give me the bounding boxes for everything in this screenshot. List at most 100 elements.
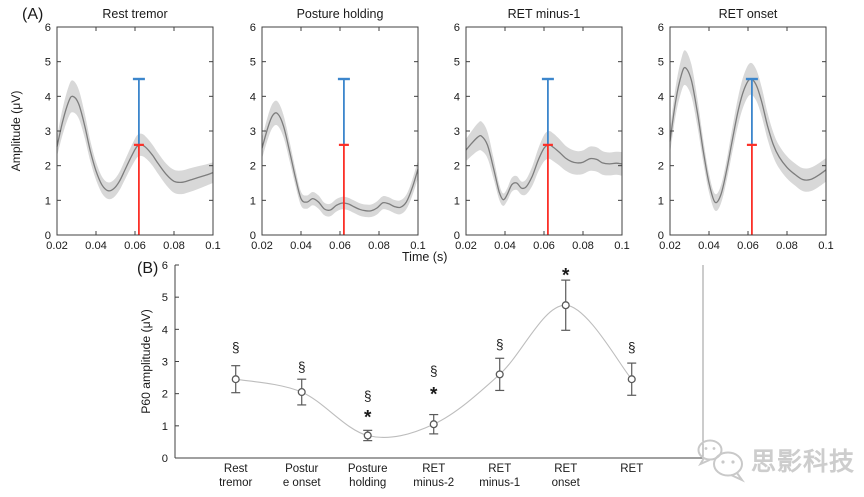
category-label: RET: [554, 463, 577, 475]
y-tick-label: 6: [454, 22, 460, 34]
y-tick-label: 4: [45, 91, 51, 103]
category-label: onset: [552, 477, 581, 489]
mean-curve: [465, 135, 623, 201]
watermark-logo-icon: [697, 439, 745, 483]
category-label: Rest: [224, 463, 248, 475]
y-tick-label: 5: [45, 57, 51, 69]
data-point: [627, 375, 636, 384]
mean-curve: [261, 112, 419, 212]
category-label: holding: [349, 477, 386, 489]
data-point: [297, 388, 306, 397]
category-label: Posture: [348, 463, 388, 475]
panel-title: RET minus-1: [508, 7, 581, 21]
category-label: Postur: [285, 463, 318, 475]
x-tick-label: 0.08: [368, 240, 390, 252]
x-tick-label: 0.02: [455, 240, 477, 252]
panel-rest-tremor: 0.02 0.04 0.06 0.08 0.1 0 1 2 3 4 5 6 Rest tremor Amp…: [9, 7, 221, 252]
y-tick-label: 3: [658, 126, 664, 138]
axes-frame: [465, 26, 623, 236]
y-tick-label: 0: [45, 230, 51, 242]
x-tick-label: 0.04: [494, 240, 516, 252]
y-tick-label: 4: [162, 324, 168, 336]
panel-ret-minus-1: 0.02 0.04 0.06 0.08 0.1 0 1 2 3 4 5 6 RET minus-1: [454, 7, 630, 252]
watermark-text: 思影科技: [751, 448, 856, 476]
x-tick-label: 0.06: [737, 240, 759, 252]
y-tick-label: 3: [162, 357, 168, 369]
significance-section: §: [430, 364, 438, 379]
panel-a-label: (A): [22, 6, 44, 23]
y-tick-label: 2: [454, 161, 460, 173]
category-label: e onset: [283, 477, 322, 489]
y-tick-label: 5: [162, 292, 168, 304]
category-label: RET: [488, 463, 511, 475]
data-point: [495, 370, 504, 379]
time-axis-label: Time (s): [402, 250, 448, 264]
confidence-band: [262, 100, 418, 218]
x-tick-label: 0.08: [163, 240, 185, 252]
y-tick-label: 0: [454, 230, 460, 242]
significance-section: §: [496, 337, 504, 352]
y-tick-label: 5: [454, 57, 460, 69]
category-label: RET: [422, 463, 445, 475]
y-tick-label: 0: [250, 230, 256, 242]
x-tick-label: 0.1: [614, 240, 630, 252]
x-tick-label: 0.1: [205, 240, 221, 252]
significance-section: §: [364, 388, 372, 403]
y-tick-label: 4: [454, 91, 460, 103]
significance-section: §: [628, 340, 636, 355]
x-tick-label: 0.1: [818, 240, 834, 252]
axes-frame: [56, 26, 214, 236]
x-tick-label: 0.06: [124, 240, 146, 252]
y-tick-label: 1: [658, 195, 664, 207]
significance-asterisk: *: [562, 265, 570, 286]
panel-ret-onset: 0.02 0.04 0.06 0.08 0.1 0 1 2 3 4 5 6 RET onset: [658, 7, 834, 252]
category-label: tremor: [219, 477, 252, 489]
confidence-band: [466, 121, 622, 206]
x-tick-label: 0.04: [698, 240, 720, 252]
panel-title: RET onset: [719, 7, 778, 21]
y-tick-label: 2: [658, 161, 664, 173]
category-label: minus-2: [413, 477, 454, 489]
y-tick-label: 6: [250, 22, 256, 34]
x-tick-label: 0.02: [659, 240, 681, 252]
x-tick-label: 0.02: [251, 240, 273, 252]
x-tick-label: 0.06: [329, 240, 351, 252]
data-point: [561, 301, 570, 310]
y-tick-label: 1: [45, 195, 51, 207]
watermark: 思影科技: [694, 434, 855, 486]
y-tick-label: 4: [658, 91, 664, 103]
y-axis-label: Amplitude (μV): [9, 91, 23, 172]
y-tick-label: 6: [45, 22, 51, 34]
significance-asterisk: *: [430, 384, 438, 405]
x-tick-label: 0.1: [410, 240, 426, 252]
y-tick-label: 5: [250, 57, 256, 69]
y-tick-label: 6: [162, 260, 168, 272]
significance-section: §: [232, 340, 240, 355]
y-tick-label: 6: [658, 22, 664, 34]
x-tick-label: 0.08: [776, 240, 798, 252]
y-tick-label: 1: [454, 195, 460, 207]
panel-b-label: (B): [137, 260, 159, 277]
category-label: minus-1: [479, 477, 520, 489]
x-tick-label: 0.08: [572, 240, 594, 252]
y-tick-label: 0: [162, 453, 168, 465]
x-tick-label: 0.02: [46, 240, 68, 252]
mean-curve: [56, 95, 214, 192]
significance-asterisk: *: [364, 408, 372, 429]
x-tick-label: 0.04: [290, 240, 312, 252]
data-point: [429, 420, 438, 429]
panel-title: Posture holding: [297, 7, 384, 21]
data-point: [231, 375, 240, 384]
y-tick-label: 2: [45, 161, 51, 173]
panel-posture-holding: 0.02 0.04 0.06 0.08 0.1 0 1 2 3 4 5 6 Posture holdin…: [250, 7, 426, 252]
y-tick-label: 2: [162, 389, 168, 401]
significance-section: §: [298, 359, 306, 374]
y-tick-label: 3: [45, 126, 51, 138]
y-tick-label: 1: [162, 421, 168, 433]
y-tick-label: 3: [250, 126, 256, 138]
confidence-band: [57, 80, 213, 200]
y-axis-label: P60 amplitude (μV): [139, 309, 153, 414]
confidence-band: [670, 50, 826, 211]
